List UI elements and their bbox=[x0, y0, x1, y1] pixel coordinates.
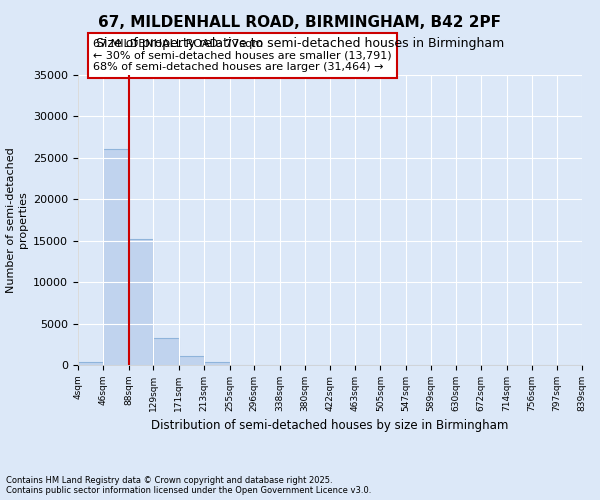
Text: 67, MILDENHALL ROAD, BIRMINGHAM, B42 2PF: 67, MILDENHALL ROAD, BIRMINGHAM, B42 2PF bbox=[98, 15, 502, 30]
Y-axis label: Number of semi-detached
properties: Number of semi-detached properties bbox=[6, 147, 28, 293]
Bar bbox=[103, 148, 129, 365]
Bar bbox=[154, 338, 179, 365]
Text: 67 MILDENHALL ROAD: 77sqm
← 30% of semi-detached houses are smaller (13,791)
68%: 67 MILDENHALL ROAD: 77sqm ← 30% of semi-… bbox=[93, 39, 392, 72]
Bar bbox=[179, 356, 204, 365]
Bar bbox=[129, 239, 154, 365]
Bar bbox=[78, 362, 103, 365]
X-axis label: Distribution of semi-detached houses by size in Birmingham: Distribution of semi-detached houses by … bbox=[151, 420, 509, 432]
Text: Size of property relative to semi-detached houses in Birmingham: Size of property relative to semi-detach… bbox=[96, 38, 504, 51]
Text: Contains HM Land Registry data © Crown copyright and database right 2025.
Contai: Contains HM Land Registry data © Crown c… bbox=[6, 476, 371, 495]
Bar bbox=[204, 362, 230, 365]
